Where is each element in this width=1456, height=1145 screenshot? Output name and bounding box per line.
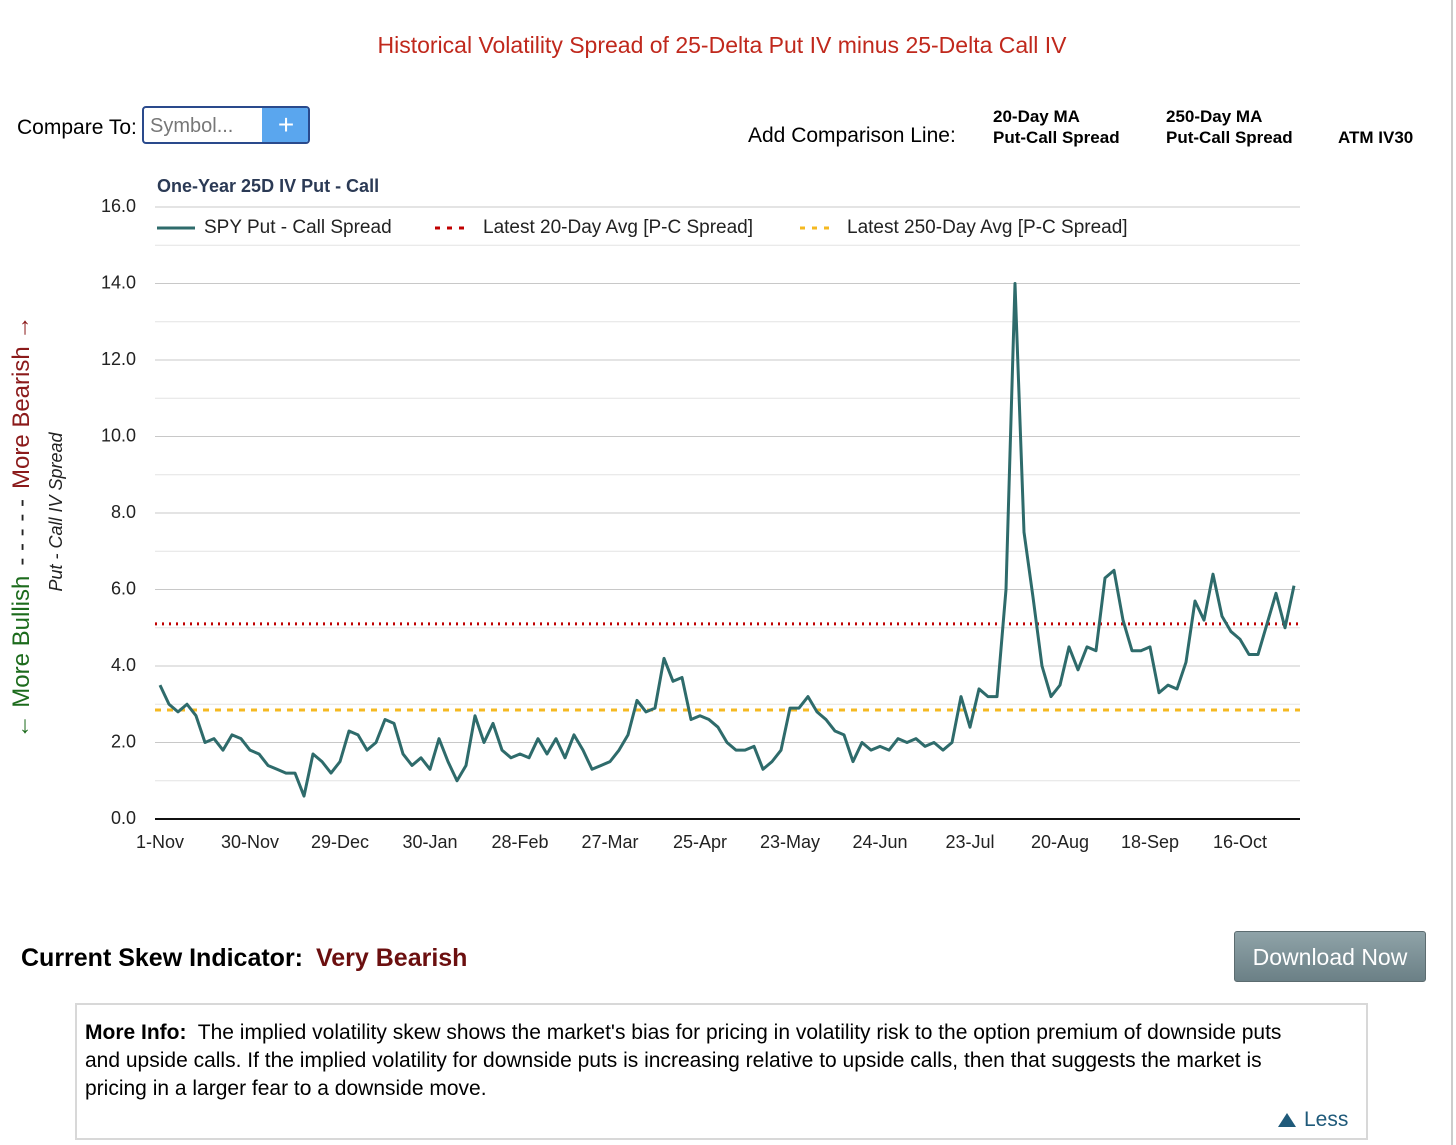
bearish-label: More Bearish →: [8, 316, 35, 489]
comparison-label: Add Comparison Line:: [748, 124, 956, 147]
page-title: Historical Volatility Spread of 25-Delta…: [377, 32, 1067, 58]
info-heading: More Info:: [85, 1021, 187, 1044]
legend-label: Latest 20-Day Avg [P-C Spread]: [483, 217, 753, 238]
y-tick-label: 0.0: [111, 808, 136, 828]
option-text: Put-Call Spread: [993, 128, 1120, 147]
x-tick-label: 30-Jan: [402, 832, 457, 852]
y-tick-label: 2.0: [111, 731, 136, 751]
symbol-input[interactable]: Symbol...: [150, 115, 234, 137]
x-tick-label: 23-May: [760, 832, 820, 852]
option-text: Put-Call Spread: [1166, 128, 1293, 147]
y-tick-label: 10.0: [101, 425, 136, 445]
option-250day[interactable]: 250-Day MA Put-Call Spread: [1166, 106, 1293, 148]
option-20day[interactable]: 20-Day MA Put-Call Spread: [993, 106, 1120, 148]
y-tick-label: 8.0: [111, 502, 136, 522]
info-box: More Info: The implied volatility skew s…: [75, 1003, 1368, 1140]
y-tick-label: 16.0: [101, 196, 136, 216]
x-tick-label: 1-Nov: [136, 832, 184, 852]
bullish-label: ← More Bullish: [8, 576, 35, 739]
x-tick-label: 16-Oct: [1213, 832, 1267, 852]
x-tick-label: 20-Aug: [1031, 832, 1089, 852]
indicator-label: Current Skew Indicator:: [21, 944, 303, 972]
option-atm[interactable]: ATM IV30: [1338, 128, 1414, 147]
download-button[interactable]: Download Now: [1234, 931, 1426, 982]
info-text: More Info: The implied volatility skew s…: [85, 1019, 1315, 1103]
x-tick-label: 23-Jul: [945, 832, 994, 852]
side-label: ← More Bullish - - - - - More Bearish →: [8, 316, 35, 739]
symbol-field: Symbol... +: [142, 106, 310, 144]
x-tick-label: 28-Feb: [491, 832, 548, 852]
info-body: The implied volatility skew shows the ma…: [85, 1021, 1282, 1100]
option-text: 20-Day MA: [993, 107, 1080, 126]
add-button[interactable]: +: [262, 108, 308, 142]
side-dashes: - - - - -: [8, 499, 35, 566]
x-tick-label: 25-Apr: [673, 832, 727, 852]
y-tick-label: 4.0: [111, 655, 136, 675]
toggle-icon: [1278, 1113, 1296, 1127]
option-text: 250-Day MA: [1166, 107, 1263, 126]
chart-subtitle: One-Year 25D IV Put - Call: [157, 176, 379, 196]
toggle-less[interactable]: Less: [1304, 1108, 1349, 1131]
x-tick-label: 24-Jun: [852, 832, 907, 852]
x-tick-label: 27-Mar: [581, 832, 638, 852]
indicator-value: Very Bearish: [315, 944, 468, 972]
chart: One-Year 25D IV Put - Call Put - Call IV…: [8, 176, 1300, 852]
y-tick-label: 14.0: [101, 272, 136, 292]
y-tick-label: 6.0: [111, 578, 136, 598]
compare-label: Compare To:: [17, 116, 137, 139]
series-line: [158, 282, 1296, 798]
legend-label: SPY Put - Call Spread: [204, 217, 392, 238]
legend-label: Latest 250-Day Avg [P-C Spread]: [847, 217, 1128, 238]
x-tick-label: 29-Dec: [311, 832, 369, 852]
indicator: Current Skew Indicator: Very Bearish: [21, 944, 467, 973]
x-tick-label: 18-Sep: [1121, 832, 1179, 852]
x-tick-label: 30-Nov: [221, 832, 279, 852]
right-border: [1451, 0, 1453, 1145]
y-axis-title: Put - Call IV Spread: [46, 431, 66, 591]
y-tick-label: 12.0: [101, 349, 136, 369]
